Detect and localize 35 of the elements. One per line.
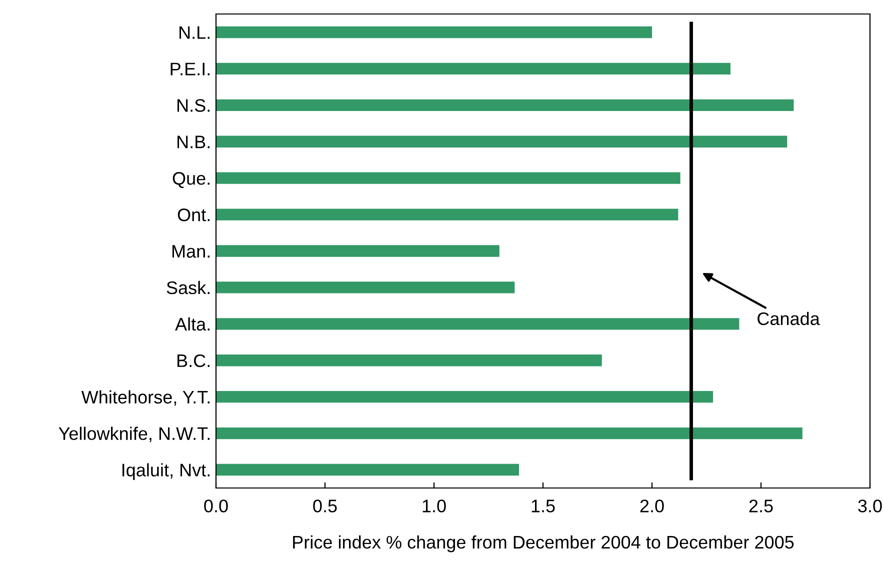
- bar: [216, 282, 515, 294]
- y-tick-label: N.S.: [178, 99, 210, 112]
- x-axis-title: Price index % change from December 2004 to December 2005: [293, 535, 794, 552]
- bar: [216, 245, 500, 257]
- x-tick-label: 2.5: [749, 500, 773, 512]
- bar: [216, 26, 652, 38]
- y-tick-label: Yellowknife, N.W.T.: [58, 426, 210, 442]
- ref-line-label: Canada: [758, 312, 820, 326]
- bar: [216, 62, 730, 75]
- y-tick-label: B.C.: [178, 354, 210, 368]
- y-tick-label: Sask.: [166, 280, 210, 294]
- y-tick-label: Iqaluit, Nvt.: [122, 463, 210, 480]
- bar: [216, 391, 714, 403]
- y-tick-label: N.L.: [180, 26, 210, 39]
- y-tick-label: Whitehorse, Y.T.: [81, 390, 210, 406]
- bar: [216, 208, 678, 220]
- y-tick-label: P.E.I.: [170, 62, 210, 76]
- bar: [216, 318, 740, 330]
- x-tick-label: 0.5: [313, 500, 337, 512]
- bar: [216, 354, 602, 366]
- bar: [216, 99, 794, 111]
- y-tick-label: Que.: [172, 172, 210, 188]
- x-tick-label: 1.0: [422, 500, 446, 512]
- x-tick-label: 2.0: [640, 500, 664, 512]
- bar: [216, 136, 788, 148]
- y-tick-label: N.B.: [178, 136, 210, 148]
- x-tick-label: 0.0: [204, 500, 228, 512]
- y-tick-label: Man.: [172, 245, 210, 258]
- bar: [216, 172, 680, 184]
- bar: [216, 464, 520, 476]
- y-tick-label: Ont.: [178, 208, 210, 222]
- x-tick-label: 3.0: [858, 500, 882, 512]
- x-tick-label: 1.5: [532, 500, 555, 512]
- bar: [216, 427, 802, 440]
- y-tick-label: Alta.: [175, 317, 210, 331]
